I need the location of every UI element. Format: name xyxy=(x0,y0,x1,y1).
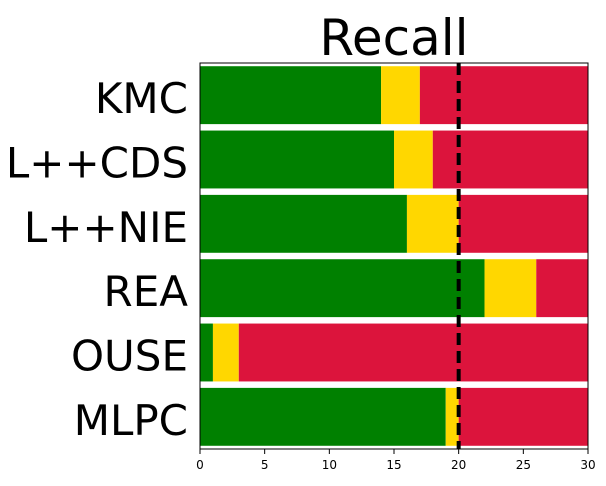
plot-frame xyxy=(199,62,589,450)
bar-rea-segment-1 xyxy=(200,259,485,318)
bar-ouse-segment-2 xyxy=(212,323,239,382)
y-tick-label: MLPC xyxy=(74,396,188,445)
bar-mlpc-segment-2 xyxy=(445,387,459,446)
bar-mlpc-segment-1 xyxy=(200,387,446,446)
y-tick-label: REA xyxy=(104,267,189,316)
x-axis: 0 5 10 15 20 25 30 xyxy=(196,449,596,472)
x-tick-label: 30 xyxy=(580,458,595,472)
bar-rea-segment-3 xyxy=(536,259,588,318)
bar-kmc-segment-2 xyxy=(381,66,420,125)
x-tick-label: 25 xyxy=(516,458,531,472)
bar-lnie-segment-3 xyxy=(458,194,588,253)
bar-lcds-segment-2 xyxy=(394,130,433,189)
y-tick-label: L++CDS xyxy=(6,139,188,188)
y-tick-labels: KMC L++CDS L++NIE REA OUSE MLPC xyxy=(6,74,188,445)
bar-lnie-segment-1 xyxy=(200,194,407,253)
bar-kmc-segment-1 xyxy=(200,66,382,125)
y-tick-label: L++NIE xyxy=(24,203,188,252)
x-tick-label: 20 xyxy=(451,458,466,472)
bar-lcds-segment-3 xyxy=(432,130,588,189)
x-tick-label: 0 xyxy=(196,458,204,472)
bar-lnie-segment-2 xyxy=(406,194,459,253)
bar-lcds-segment-1 xyxy=(200,130,394,189)
bar-ouse-segment-3 xyxy=(238,323,589,382)
x-tick-label: 5 xyxy=(261,458,269,472)
bar-kmc-segment-3 xyxy=(419,66,588,125)
bar-mlpc-segment-3 xyxy=(458,387,588,446)
bars-layer xyxy=(200,66,589,446)
x-tick-label: 10 xyxy=(322,458,337,472)
bar-ouse-segment-1 xyxy=(200,323,213,382)
y-tick-label: OUSE xyxy=(71,332,188,381)
y-tick-label: KMC xyxy=(95,74,188,123)
x-tick-label: 15 xyxy=(386,458,401,472)
chart-title: Recall xyxy=(319,9,468,67)
bar-rea-segment-2 xyxy=(484,259,537,318)
